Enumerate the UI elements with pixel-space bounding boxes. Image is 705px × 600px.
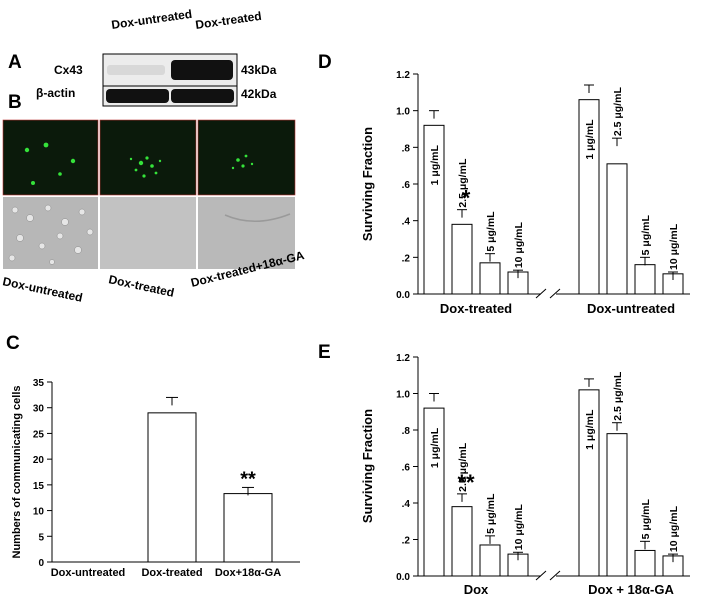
bar: [147, 412, 197, 563]
bar-value-label: 5 μg/mL: [485, 493, 497, 534]
panel-letter-e: E: [318, 342, 331, 363]
fluorescent-cell-dots: [24, 142, 254, 185]
group-label: Dox-treated: [440, 301, 512, 316]
bar: [451, 223, 473, 295]
y-tick-label: 25: [33, 429, 45, 440]
y-axis-label: Numbers of communicating cells: [11, 386, 23, 559]
panel-letter-c: C: [6, 333, 20, 354]
bar-value-label: 5 μg/mL: [640, 498, 652, 539]
y-tick-label: .8: [402, 143, 411, 154]
y-tick-label: 0.0: [396, 290, 410, 301]
panel-letter-b: B: [8, 92, 22, 113]
phase-contrast-artifact: [224, 213, 291, 222]
y-tick-label: 15: [33, 481, 45, 492]
phase-contrast-image: [100, 197, 196, 269]
significance-marker: **: [240, 468, 256, 490]
blot-band: [106, 89, 169, 103]
bar-value-label: 1 μg/mL: [429, 427, 441, 468]
bar: [479, 544, 501, 577]
y-tick-label: 0: [38, 558, 44, 569]
x-tick-label: Dox-treated: [141, 567, 202, 579]
bar-value-label: 10 μg/mL: [513, 504, 525, 551]
panel-letter-d: D: [318, 52, 332, 73]
bar-value-label: 2.5 μg/mL: [457, 158, 469, 208]
y-tick-label: .8: [402, 426, 411, 437]
bar: [634, 264, 656, 295]
blot-protein-label: β-actin: [36, 86, 75, 100]
blot-protein-label: Cx43: [54, 63, 83, 77]
y-tick-label: 1.2: [396, 70, 410, 81]
group-label: Dox + 18α-GA: [588, 582, 674, 597]
bar-value-label: 1 μg/mL: [429, 144, 441, 185]
blot-col-header: Dox-untreated: [110, 7, 193, 32]
y-tick-label: .6: [402, 180, 411, 191]
phase-contrast-image: [198, 197, 295, 269]
blot-band: [107, 65, 165, 75]
bar: [423, 124, 445, 295]
bar: [451, 506, 473, 577]
phase-contrast-cells: [8, 204, 94, 265]
significance-marker: **: [457, 470, 475, 495]
y-tick-label: .2: [402, 253, 411, 264]
x-tick-label: Dox-untreated: [51, 567, 126, 579]
y-tick-label: .4: [402, 499, 411, 510]
micrograph-label: Dox-treated: [107, 272, 175, 300]
bar: [578, 389, 600, 577]
y-tick-label: 1.0: [396, 390, 410, 401]
blot-band: [171, 60, 233, 80]
x-tick-label: Dox+18α-GA: [215, 567, 281, 579]
blot-size-label: 42kDa: [241, 87, 277, 101]
blot-band: [171, 89, 234, 103]
bar-value-label: 10 μg/mL: [668, 223, 680, 270]
panel-letter-a: A: [8, 52, 22, 73]
micrograph-panel: Dox-untreated Dox-treated Dox-treated+18…: [1, 119, 306, 305]
bar: [634, 549, 656, 577]
bar-value-label: 5 μg/mL: [485, 211, 497, 252]
y-tick-label: 10: [33, 507, 45, 518]
bar: [606, 433, 628, 577]
bar-value-label: 2.5 μg/mL: [612, 87, 624, 137]
y-tick-label: .4: [402, 217, 411, 228]
bar: [479, 262, 501, 295]
bar-value-label: 2.5 μg/mL: [612, 371, 624, 421]
group-label: Dox: [464, 582, 489, 597]
y-tick-label: 35: [33, 378, 45, 389]
y-axis-label: Surviving Fraction: [360, 409, 375, 523]
axis-break-mark: [535, 288, 547, 299]
bar: [423, 407, 445, 577]
bar: [606, 163, 628, 295]
y-tick-label: .2: [402, 536, 411, 547]
significance-marker: *: [462, 186, 471, 211]
fluorescence-image: [197, 119, 296, 196]
blot-col-header: Dox-treated: [194, 9, 262, 32]
y-tick-label: 30: [33, 404, 45, 415]
fluorescence-image: [2, 119, 99, 196]
y-tick-label: 1.0: [396, 107, 410, 118]
y-tick-label: .6: [402, 463, 411, 474]
group-label: Dox-untreated: [587, 301, 675, 316]
bar-value-label: 10 μg/mL: [513, 221, 525, 268]
axis-break-mark: [549, 288, 561, 299]
axis-break-mark: [535, 570, 547, 581]
y-tick-label: 0.0: [396, 572, 410, 583]
chart-c: Numbers of communicating cells 0 5 10 15 20 2…: [11, 378, 300, 579]
y-tick-label: 20: [33, 455, 45, 466]
axis-break-mark: [549, 570, 561, 581]
blot-size-label: 43kDa: [241, 63, 277, 77]
bar: [578, 99, 600, 295]
chart-e: Surviving Fraction 0.0 .2 .4 .6 .8 1.0 1.2 1 μ…: [360, 353, 690, 597]
bar-value-label: 1 μg/mL: [584, 119, 596, 160]
western-blot-panel: Dox-untreated Dox-treated Cx43 43kDa β-a…: [36, 7, 277, 107]
bar-value-label: 2.5 μg/mL: [457, 442, 469, 492]
bar-value-label: 10 μg/mL: [668, 505, 680, 552]
y-tick-label: 5: [38, 532, 44, 543]
micrograph-label: Dox-untreated: [1, 274, 83, 305]
bar: [223, 493, 273, 563]
bar-value-label: 1 μg/mL: [584, 409, 596, 450]
bar-value-label: 5 μg/mL: [640, 214, 652, 255]
y-tick-label: 1.2: [396, 353, 410, 364]
y-axis-label: Surviving Fraction: [360, 127, 375, 241]
chart-d: Surviving Fraction 0.0 .2 .4 .6 .8 1.0 1.2 1 μ…: [360, 70, 690, 316]
